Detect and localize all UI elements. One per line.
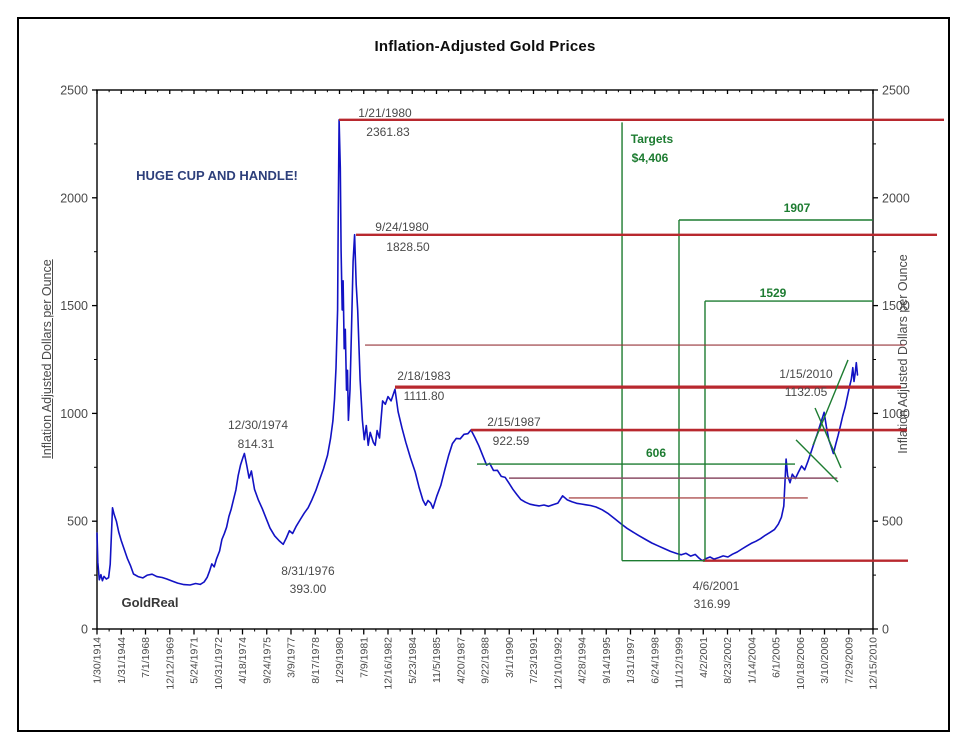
y-tick-label-right: 500 (882, 515, 903, 529)
x-tick-label: 1/29/1980 (334, 637, 346, 684)
y-tick-label-right: 0 (882, 623, 889, 637)
annotation-label: 814.31 (238, 437, 275, 451)
annotation-label: 393.00 (290, 582, 327, 596)
y-tick-label-left: 2500 (60, 84, 88, 98)
y-tick-label-right: 2500 (882, 84, 910, 98)
x-tick-label: 12/16/1982 (383, 637, 395, 690)
x-tick-label: 7/1/1968 (140, 637, 152, 678)
annotation-label: 12/30/1974 (228, 418, 288, 432)
trend-line (795, 439, 839, 483)
x-tick-label: 3/10/2008 (819, 637, 831, 684)
x-tick-label: 11/5/1985 (431, 637, 443, 683)
x-tick-label: 8/17/1978 (310, 637, 322, 684)
x-tick-label: 12/15/2010 (868, 637, 880, 690)
y-tick-label-left: 2000 (60, 191, 88, 205)
x-tick-label: 1/31/1944 (116, 637, 128, 684)
x-tick-label: 1/30/1914 (92, 637, 104, 684)
y-tick-label-left: 1000 (60, 407, 88, 421)
x-tick-label: 7/29/2009 (843, 637, 855, 684)
x-tick-label: 1/31/1997 (625, 637, 637, 684)
x-tick-label: 8/23/2002 (722, 637, 734, 684)
annotation-label: 8/31/1976 (281, 564, 335, 578)
y-tick-label-right: 1500 (882, 299, 910, 313)
x-tick-label: 6/24/1998 (649, 637, 661, 684)
x-tick-label: 5/23/1984 (407, 637, 419, 684)
outer-border (17, 17, 950, 732)
y-tick-label-right: 1000 (882, 407, 910, 421)
x-tick-label: 6/1/2005 (771, 637, 783, 678)
x-tick-label: 7/9/1981 (358, 637, 370, 678)
y-tick-label-left: 1500 (60, 299, 88, 313)
annotation-label: 1529 (760, 286, 787, 300)
annotation-label: 1132.05 (785, 385, 828, 399)
annotation-label: 1111.80 (404, 389, 445, 403)
x-tick-label: 12/10/1992 (552, 637, 564, 690)
annotation-label: $4,406 (632, 151, 669, 165)
x-tick-label: 1/14/2004 (746, 637, 758, 684)
x-tick-label: 4/28/1994 (577, 637, 589, 684)
y-tick-label-left: 500 (67, 515, 88, 529)
annotation-label: 606 (646, 446, 666, 460)
x-tick-label: 12/12/1969 (164, 637, 176, 690)
y-tick-label-right: 2000 (882, 191, 910, 205)
annotation-label: 316.99 (694, 597, 731, 611)
annotation-label: 2/18/1983 (397, 369, 451, 383)
x-tick-label: 9/24/1975 (261, 637, 273, 684)
x-tick-label: 10/18/2006 (795, 637, 807, 690)
x-tick-label: 3/9/1977 (286, 637, 298, 678)
x-tick-label: 4/18/1974 (237, 637, 249, 684)
annotation-label: Targets (631, 132, 674, 146)
x-tick-label: 9/14/1995 (601, 637, 613, 684)
x-tick-label: 4/2/2001 (698, 637, 710, 678)
annotation-label: 9/24/1980 (375, 220, 429, 234)
annotation-label: 922.59 (493, 434, 530, 448)
trend-line (814, 407, 842, 469)
y-tick-label-left: 0 (81, 623, 88, 637)
trend-line (812, 359, 849, 446)
x-tick-label: 5/24/1971 (189, 637, 201, 684)
x-tick-label: 3/1/1990 (504, 637, 516, 678)
x-tick-label: 11/12/1999 (674, 637, 686, 689)
annotation-label: 2361.83 (366, 125, 410, 139)
annotation-label: 1/15/2010 (779, 367, 833, 381)
annotation-label: 1/21/1980 (358, 106, 412, 120)
annotation-label: 1828.50 (386, 240, 430, 254)
x-tick-label: 9/22/1988 (480, 637, 492, 684)
x-tick-label: 7/23/1991 (528, 637, 540, 684)
annotation-label: GoldReal (121, 595, 178, 610)
chart-title: Inflation-Adjusted Gold Prices (374, 38, 596, 55)
annotation-label: HUGE CUP AND HANDLE! (136, 168, 298, 183)
annotation-label: 2/15/1987 (487, 415, 541, 429)
x-tick-label: 10/31/1972 (213, 637, 225, 690)
annotation-label: 4/6/2001 (693, 579, 740, 593)
price-line (96, 119, 859, 586)
annotation-label: 1907 (784, 201, 811, 215)
x-tick-label: 4/20/1987 (455, 637, 467, 684)
